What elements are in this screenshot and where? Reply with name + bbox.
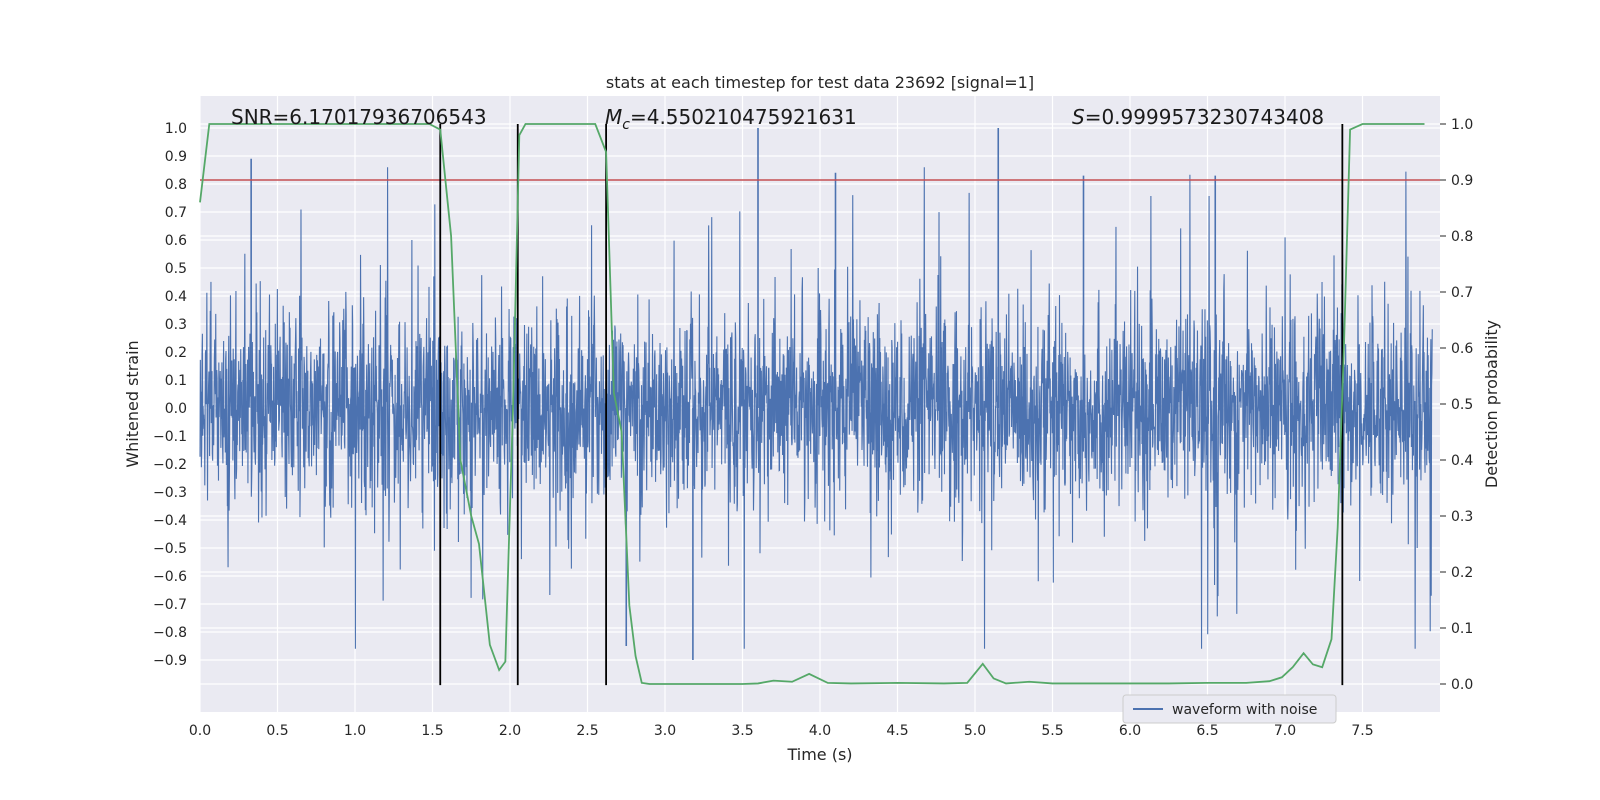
legend-label: waveform with noise bbox=[1172, 702, 1317, 718]
x-tick-label: 5.5 bbox=[1041, 723, 1063, 739]
y-tick-label: −0.1 bbox=[153, 429, 187, 445]
x-tick-label: 5.0 bbox=[964, 723, 986, 739]
y2-tick-label: 0.7 bbox=[1451, 285, 1473, 301]
x-tick-label: 6.0 bbox=[1119, 723, 1141, 739]
y-axis-label: Whitened strain bbox=[123, 340, 142, 467]
y2-tick-label: 0.9 bbox=[1451, 173, 1473, 189]
y2-tick-label: 0.8 bbox=[1451, 229, 1473, 245]
x-tick-label: 4.5 bbox=[886, 723, 908, 739]
y-tick-label: 0.2 bbox=[165, 345, 187, 361]
y-tick-label: −0.2 bbox=[153, 457, 187, 473]
y-tick-label: 0.3 bbox=[165, 317, 187, 333]
chart-title: stats at each timestep for test data 236… bbox=[606, 73, 1034, 92]
y-tick-label: −0.5 bbox=[153, 541, 187, 557]
y-tick-labels: −0.9 −0.8 −0.7 −0.6 −0.5 −0.4 −0.3 −0.2 −0.1 0.0 0… bbox=[153, 121, 187, 669]
chirp-mass-value: =4.550210475921631 bbox=[630, 105, 857, 129]
x-tick-label: 4.0 bbox=[809, 723, 831, 739]
y2-axis-label: Detection probability bbox=[1482, 320, 1501, 488]
y2-tick-label: 0.3 bbox=[1451, 509, 1473, 525]
chirp-mass-subscript: c bbox=[622, 117, 630, 133]
chirp-mass-annotation: Mc=4.550210475921631 bbox=[605, 105, 857, 133]
y-tick-label: 0.1 bbox=[165, 373, 187, 389]
y2-tick-labels: 0.0 0.1 0.2 0.3 0.4 0.5 0.6 0.7 0.8 0.9 1.0 bbox=[1451, 117, 1473, 693]
y-tick-label: 0.0 bbox=[165, 401, 187, 417]
x-tick-label: 0.0 bbox=[189, 723, 211, 739]
s-symbol: S bbox=[1072, 105, 1085, 129]
y2-tick-label: 0.0 bbox=[1451, 677, 1473, 693]
detection-probability-line bbox=[199, 123, 1425, 685]
x-tick-label: 7.5 bbox=[1351, 723, 1373, 739]
x-tick-label: 1.5 bbox=[421, 723, 443, 739]
y2-tick-label: 0.4 bbox=[1451, 453, 1473, 469]
x-axis-label: Time (s) bbox=[786, 745, 852, 764]
x-tick-label: 2.5 bbox=[576, 723, 598, 739]
x-tick-label: 3.0 bbox=[654, 723, 676, 739]
s-annotation: S=0.9999573230743408 bbox=[1072, 105, 1324, 129]
detection-probability-series bbox=[199, 123, 1425, 685]
s-value: =0.9999573230743408 bbox=[1085, 105, 1324, 129]
y-tick-label: −0.4 bbox=[153, 513, 187, 529]
y-tick-label: −0.9 bbox=[153, 653, 187, 669]
waveform-with-noise-line bbox=[199, 167, 1433, 649]
x-tick-label: 2.0 bbox=[499, 723, 521, 739]
snr-annotation: SNR=6.17017936706543 bbox=[231, 105, 487, 129]
x-tick-label: 6.5 bbox=[1196, 723, 1218, 739]
y2-tick-label: 0.5 bbox=[1451, 397, 1473, 413]
x-tick-label: 3.5 bbox=[731, 723, 753, 739]
y-tick-label: 0.9 bbox=[165, 149, 187, 165]
x-tick-label: 1.0 bbox=[344, 723, 366, 739]
y-tick-label: 1.0 bbox=[165, 121, 187, 137]
y-tick-label: −0.6 bbox=[153, 569, 187, 585]
x-tick-label: 0.5 bbox=[266, 723, 288, 739]
y-tick-label: 0.7 bbox=[165, 205, 187, 221]
y2-tick-label: 0.1 bbox=[1451, 621, 1473, 637]
chirp-mass-symbol: M bbox=[605, 105, 622, 129]
y-tick-label: −0.3 bbox=[153, 485, 187, 501]
y-tick-label: 0.8 bbox=[165, 177, 187, 193]
y-tick-label: −0.8 bbox=[153, 625, 187, 641]
x-tick-label: 7.0 bbox=[1274, 723, 1296, 739]
y-tick-label: 0.6 bbox=[165, 233, 187, 249]
waveform-with-noise-series bbox=[199, 128, 1433, 660]
y-tick-label: 0.5 bbox=[165, 261, 187, 277]
y2-tick-label: 0.6 bbox=[1451, 341, 1473, 357]
y2-tick-label: 0.2 bbox=[1451, 565, 1473, 581]
legend: waveform with noise bbox=[1122, 694, 1337, 724]
y-tick-label: 0.4 bbox=[165, 289, 187, 305]
y2-tick-label: 1.0 bbox=[1451, 117, 1473, 133]
x-tick-labels: 0.0 0.5 1.0 1.5 2.0 2.5 3.0 3.5 4.0 4.5 5.0 5.5 6.0 6… bbox=[189, 723, 1374, 739]
y-tick-label: −0.7 bbox=[153, 597, 187, 613]
legend-box bbox=[1122, 694, 1337, 724]
